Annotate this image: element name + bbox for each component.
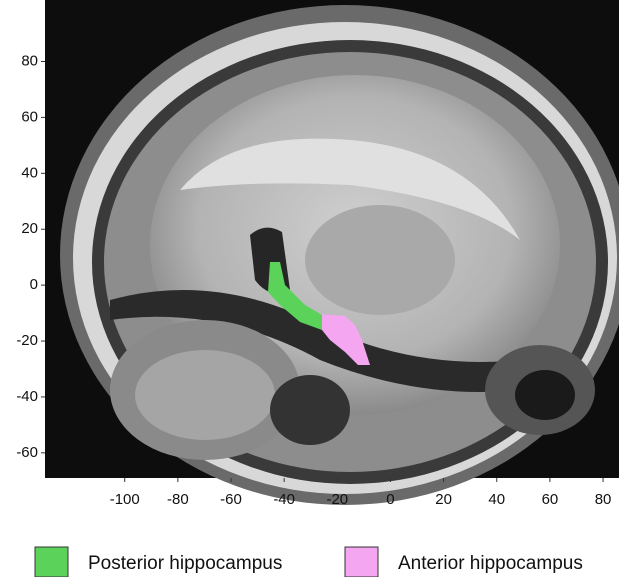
y-tick-label: 40 (21, 164, 38, 181)
y-tick-label: -20 (16, 332, 38, 349)
brain-image (45, 0, 619, 505)
legend-label: Anterior hippocampus (398, 553, 583, 574)
x-tick-label: 60 (542, 491, 559, 508)
x-tick-label: -60 (220, 491, 242, 508)
y-tick-label: 80 (21, 52, 38, 69)
legend-swatch (345, 547, 378, 577)
x-tick-label: 20 (435, 491, 452, 508)
y-tick-label: -60 (16, 444, 38, 461)
x-tick-label: -20 (326, 491, 348, 508)
legend-label: Posterior hippocampus (88, 553, 282, 574)
x-tick-label: -100 (110, 491, 140, 508)
x-tick-label: -80 (167, 491, 189, 508)
y-tick-label: 60 (21, 108, 38, 125)
y-tick-label: 0 (30, 276, 38, 293)
x-tick-label: -40 (273, 491, 295, 508)
x-tick-label: 0 (386, 491, 394, 508)
y-tick-label: -40 (16, 388, 38, 405)
x-tick-label: 80 (595, 491, 612, 508)
y-tick-label: 20 (21, 220, 38, 237)
legend-swatch (35, 547, 68, 577)
x-tick-label: 40 (488, 491, 505, 508)
figure: -100 -80 -60 -40 -20 0 20 40 60 80 -60 -40 -20 0 20 40 6… (0, 0, 619, 577)
